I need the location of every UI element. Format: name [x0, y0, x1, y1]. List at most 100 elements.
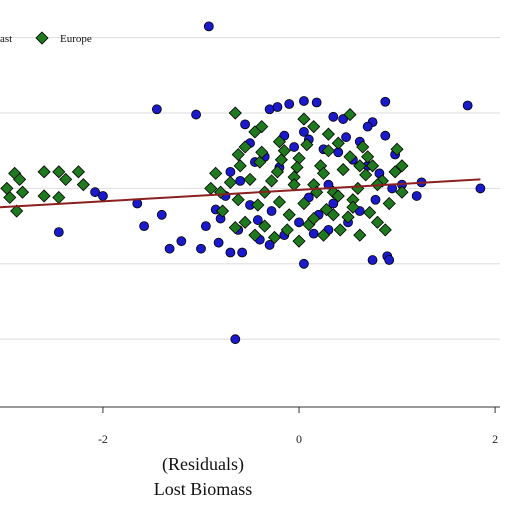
point-circle-23 [230, 334, 241, 345]
point-diamond-31 [280, 223, 294, 237]
point-circle-4 [328, 111, 339, 122]
point-circle-33 [213, 237, 224, 248]
point-diamond-57 [265, 174, 279, 188]
point-diamond-17 [343, 107, 357, 122]
point-circle-15 [98, 191, 108, 201]
x-tick-label-1: 0 [296, 432, 302, 446]
point-circle-37 [308, 228, 319, 239]
point-diamond-18 [272, 135, 286, 149]
point-diamond-60 [331, 189, 345, 203]
point-diamond-66 [321, 144, 335, 158]
point-diamond-52 [251, 198, 265, 212]
point-diamond-84 [255, 120, 269, 134]
data-points [0, 21, 486, 345]
point-circle-17 [156, 209, 167, 220]
point-diamond-76 [267, 230, 282, 244]
point-diamond-55 [223, 175, 237, 189]
point-diamond-29 [333, 223, 347, 237]
point-diamond-33 [238, 215, 252, 229]
point-diamond-19 [238, 140, 252, 154]
point-diamond-82 [395, 159, 409, 173]
point-circle-20 [164, 243, 175, 254]
point-diamond-16 [321, 127, 335, 141]
point-diamond-8 [59, 172, 73, 186]
point-circle-21 [53, 227, 64, 238]
point-diamond-56 [243, 172, 257, 186]
point-circle-7 [380, 96, 391, 107]
point-diamond-32 [258, 219, 272, 233]
point-diamond-65 [343, 150, 357, 164]
trend-line [0, 178, 481, 209]
point-circle-19 [176, 236, 187, 247]
point-circle-62 [328, 198, 339, 209]
point-diamond-37 [233, 159, 247, 173]
point-circle-18 [139, 221, 150, 232]
point-diamond-75 [346, 200, 360, 214]
point-diamond-4 [10, 204, 24, 218]
point-circle-25 [367, 255, 378, 265]
x-ticks: -2 0 2 [98, 407, 498, 446]
point-diamond-21 [361, 150, 375, 164]
point-diamond-34 [215, 204, 230, 218]
point-diamond-67 [300, 138, 314, 152]
point-diamond-38 [253, 155, 267, 169]
point-diamond-11 [76, 178, 90, 192]
point-diamond-22 [390, 142, 404, 156]
point-diamond-50 [297, 196, 311, 211]
point-diamond-5 [0, 181, 14, 195]
point-diamond-86 [316, 166, 331, 180]
point-diamond-83 [307, 120, 321, 134]
point-diamond-61 [351, 181, 365, 195]
point-diamond-81 [378, 223, 392, 237]
point-diamond-6 [37, 165, 51, 179]
legend-marker-europe [35, 31, 49, 45]
point-diamond-80 [228, 221, 242, 235]
point-diamond-79 [248, 228, 262, 242]
gridlines [0, 37, 500, 340]
point-diamond-15 [297, 112, 311, 126]
point-diamond-51 [272, 195, 286, 209]
point-diamond-70 [231, 147, 245, 162]
point-diamond-42 [336, 163, 350, 177]
point-diamond-28 [353, 228, 367, 242]
point-circle-35 [237, 247, 248, 258]
x-axis-title-line-1: (Residuals) [162, 454, 244, 475]
point-diamond-27 [370, 215, 385, 229]
point-circle-2 [191, 109, 201, 120]
point-circle-27 [384, 255, 395, 265]
point-diamond-64 [365, 159, 380, 173]
legend: ast Europe [0, 31, 92, 45]
point-diamond-89 [353, 159, 367, 173]
point-diamond-77 [292, 234, 306, 248]
point-circle-43 [289, 142, 300, 152]
point-diamond-1 [13, 172, 27, 186]
point-diamond-45 [395, 185, 409, 199]
point-circle-12 [299, 96, 309, 106]
point-circle-24 [299, 258, 309, 269]
point-diamond-87 [290, 160, 304, 174]
point-diamond-85 [331, 136, 345, 150]
point-circle-68 [380, 130, 391, 141]
point-diamond-73 [307, 212, 321, 226]
point-diamond-7 [52, 165, 66, 179]
point-circle-74 [225, 166, 236, 177]
point-circle-58 [252, 215, 263, 225]
point-diamond-68 [277, 144, 291, 158]
point-circle-1 [151, 104, 162, 115]
point-diamond-48 [341, 210, 355, 224]
point-circle-60 [294, 217, 304, 228]
legend-label-0: ast [0, 33, 12, 45]
x-tick-label-2: 2 [492, 432, 498, 446]
point-circle-59 [266, 206, 277, 216]
point-diamond-12 [71, 165, 85, 179]
point-diamond-74 [326, 208, 340, 222]
point-diamond-78 [316, 228, 331, 242]
point-circle-51 [299, 126, 309, 137]
x-axis-title-line-2: Lost Biomass [154, 479, 253, 499]
point-circle-50 [341, 132, 351, 143]
point-diamond-46 [382, 196, 396, 211]
point-diamond-9 [37, 189, 51, 203]
legend-label-1: Europe [60, 33, 92, 45]
point-circle-69 [362, 121, 373, 132]
